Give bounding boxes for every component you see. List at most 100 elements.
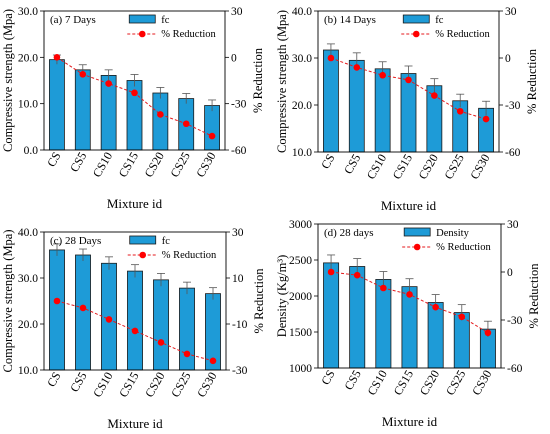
y-tick-label: 3000 xyxy=(289,219,312,231)
x-tick-label: CS20 xyxy=(417,368,442,398)
x-tick-label: CS30 xyxy=(193,150,218,180)
legend-line-label: % Reduction xyxy=(162,250,217,261)
error-bar-CS xyxy=(326,43,335,57)
y2-tick-label: 0 xyxy=(507,267,513,279)
reduction-marker-CS20 xyxy=(432,303,439,311)
x-tick-label: CS15 xyxy=(116,150,141,180)
legend-bar-swatch xyxy=(129,235,157,245)
y2-tick-label: -30 xyxy=(507,315,523,327)
y2-tick-label: -30 xyxy=(232,365,248,377)
legend-line-label: % Reduction xyxy=(435,29,490,40)
bar-CS5 xyxy=(74,69,91,151)
error-bar-CS xyxy=(327,254,336,271)
y-axis-title: Density (Kg/m³) xyxy=(275,255,289,338)
error-bar-CS30 xyxy=(482,100,491,116)
y2-tick-label: 30 xyxy=(507,219,519,231)
x-tick-label: CS20 xyxy=(415,152,440,182)
legend: Density % Reduction xyxy=(402,227,491,253)
y2-tick-label: 30 xyxy=(231,6,243,18)
y2-tick-label: -30 xyxy=(231,99,247,111)
x-tick-label: CS10 xyxy=(364,368,389,398)
bar-CS25 xyxy=(179,287,195,371)
x-tick-label: CS25 xyxy=(167,150,192,180)
legend-bar-swatch xyxy=(402,14,430,24)
bar-CS5 xyxy=(349,266,366,369)
bar-CS15 xyxy=(401,286,418,369)
y-axis-title: Compressive strength (Mpa) xyxy=(1,9,15,152)
x-tick-label: CS20 xyxy=(141,150,166,180)
error-bar-CS20 xyxy=(430,78,439,93)
x-tick-label: CS xyxy=(44,150,63,170)
x-tick-label: CS5 xyxy=(67,370,89,395)
y-tick-label: 1500 xyxy=(289,327,312,339)
bar-CS20 xyxy=(152,92,169,151)
y-tick-label: 20.0 xyxy=(18,319,38,331)
reduction-marker-CS30 xyxy=(209,357,217,365)
reduction-marker-CS10 xyxy=(379,71,386,79)
legend-bar-label: fc xyxy=(162,236,170,247)
bar-CS20 xyxy=(153,279,169,371)
y-tick-label: 2000 xyxy=(289,291,312,303)
plot-frame xyxy=(317,10,500,153)
y2-tick-label: -60 xyxy=(231,145,247,157)
bar-CS5 xyxy=(75,254,91,371)
x-tick-label: CS xyxy=(44,370,63,390)
y-axis-title: Compressive strength (Mpa) xyxy=(1,229,15,372)
y-tick-label: 40.0 xyxy=(18,227,38,239)
y-tick-label: 30.0 xyxy=(292,53,312,65)
y-tick-label: 30.0 xyxy=(18,6,38,18)
legend-line-label: % Reduction xyxy=(161,29,216,40)
x-tick-label: CS30 xyxy=(469,368,494,398)
y2-tick-label: -10 xyxy=(232,319,248,331)
reduction-marker-CS25 xyxy=(182,120,190,128)
bar-CS30 xyxy=(204,105,220,151)
x-tick-label: CS5 xyxy=(341,368,363,393)
reduction-marker-CS30 xyxy=(482,115,490,123)
error-bar-CS10 xyxy=(104,69,113,81)
reduction-marker-CS10 xyxy=(105,316,113,323)
x-axis-title: Mixture id xyxy=(107,416,163,431)
x-tick-label: CS15 xyxy=(390,152,415,182)
x-tick-label: CS5 xyxy=(341,152,363,177)
y-tick-label: 40.0 xyxy=(292,6,312,18)
error-bar-CS15 xyxy=(131,264,139,278)
error-bar-CS30 xyxy=(208,99,217,112)
x-tick-label: CS15 xyxy=(391,368,416,398)
legend-line-label: % Reduction xyxy=(436,242,491,253)
x-tick-label: CS10 xyxy=(90,150,115,180)
bar-CS5 xyxy=(348,59,365,153)
reduction-marker-CS30 xyxy=(484,329,492,337)
x-tick-label: CS10 xyxy=(364,152,389,182)
reduction-marker-CS5 xyxy=(79,71,87,78)
x-tick-label: CS25 xyxy=(443,368,468,398)
x-axis-title: Mixture id xyxy=(107,196,163,211)
x-tick-label: CS30 xyxy=(194,370,219,400)
legend-marker xyxy=(139,251,147,259)
y2-axis-title: % Reduction xyxy=(252,268,266,334)
bar-CS25 xyxy=(453,312,470,369)
x-tick-label: CS30 xyxy=(467,151,492,181)
reduction-marker-CS15 xyxy=(131,89,138,97)
x-tick-label: CS10 xyxy=(90,370,115,400)
reduction-marker-CS15 xyxy=(406,291,413,298)
y-tick-label: 1000 xyxy=(289,363,312,375)
bar-CS10 xyxy=(374,68,391,153)
y2-tick-label: -60 xyxy=(505,147,521,159)
reduction-marker-CS15 xyxy=(405,76,412,84)
x-tick-label: CS5 xyxy=(67,150,89,175)
x-axis-title: Mixture id xyxy=(381,198,437,213)
bar-CS xyxy=(49,59,65,151)
x-tick-label: CS20 xyxy=(142,370,167,400)
reduction-marker-CS25 xyxy=(456,107,464,115)
legend: fc % Reduction xyxy=(127,235,217,261)
bar-CS15 xyxy=(400,73,417,153)
error-bar-CS15 xyxy=(130,74,139,87)
y2-tick-label: 10 xyxy=(232,273,244,285)
error-bar-CS25 xyxy=(456,93,465,108)
legend-marker xyxy=(413,243,421,251)
error-bar-CS5 xyxy=(353,258,362,275)
legend-bar-swatch xyxy=(403,227,431,237)
